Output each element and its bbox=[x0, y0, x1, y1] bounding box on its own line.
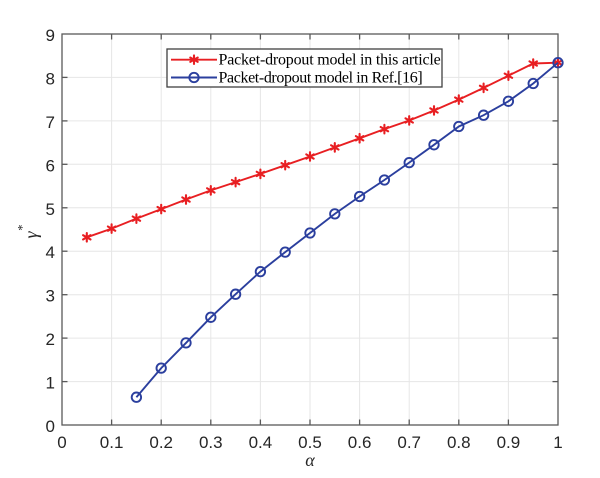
svg-text:1: 1 bbox=[46, 374, 55, 393]
svg-text:0: 0 bbox=[46, 417, 55, 436]
svg-text:0.2: 0.2 bbox=[149, 433, 173, 452]
svg-text:0: 0 bbox=[57, 433, 66, 452]
svg-text:Packet-dropout model in this a: Packet-dropout model in this article bbox=[219, 52, 441, 69]
svg-text:1: 1 bbox=[553, 433, 562, 452]
svg-text:4: 4 bbox=[46, 243, 55, 262]
svg-text:6: 6 bbox=[46, 156, 55, 175]
svg-text:2: 2 bbox=[46, 330, 55, 349]
svg-text:0.5: 0.5 bbox=[298, 433, 322, 452]
svg-text:8: 8 bbox=[46, 69, 55, 88]
svg-text:0.4: 0.4 bbox=[249, 433, 273, 452]
svg-text:Packet-dropout model in Ref.[1: Packet-dropout model in Ref.[16] bbox=[219, 70, 423, 87]
svg-text:0.7: 0.7 bbox=[397, 433, 421, 452]
svg-text:5: 5 bbox=[46, 200, 55, 219]
svg-text:7: 7 bbox=[46, 113, 55, 132]
svg-text:0.8: 0.8 bbox=[447, 433, 471, 452]
svg-text:0.9: 0.9 bbox=[497, 433, 521, 452]
svg-text:3: 3 bbox=[46, 287, 55, 306]
svg-text:9: 9 bbox=[46, 26, 55, 45]
svg-text:α: α bbox=[305, 450, 315, 470]
svg-text:0.1: 0.1 bbox=[100, 433, 124, 452]
svg-text:0.3: 0.3 bbox=[199, 433, 223, 452]
svg-text:0.6: 0.6 bbox=[348, 433, 372, 452]
